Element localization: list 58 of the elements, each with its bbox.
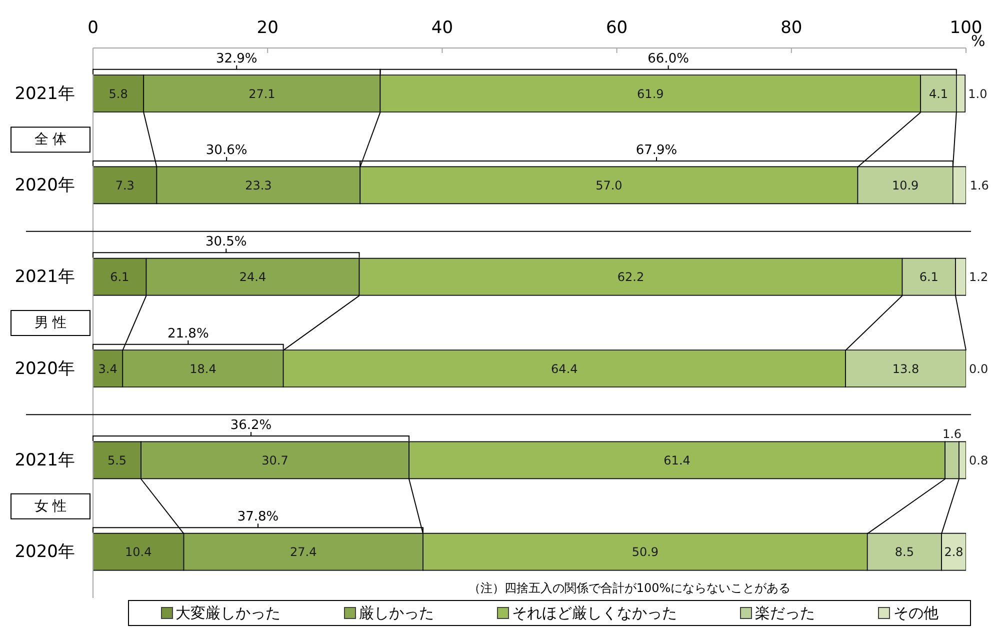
data-label: 8.5 bbox=[894, 545, 914, 560]
data-label: 2.8 bbox=[944, 545, 964, 560]
y-tick-label: 2020年 bbox=[14, 542, 75, 562]
text: 女 性 bbox=[34, 498, 67, 514]
data-label: 64.4 bbox=[551, 362, 578, 376]
x-tick-label: 20 bbox=[256, 18, 278, 38]
data-label: 27.1 bbox=[248, 86, 276, 101]
data-label: 1.6 bbox=[970, 178, 989, 192]
legend-label: 楽だった bbox=[754, 604, 816, 622]
annotation: 30.6% bbox=[206, 143, 248, 158]
data-label: 1.0 bbox=[968, 86, 988, 101]
y-tick-label: 2020年 bbox=[14, 176, 75, 196]
annotation: 36.2% bbox=[230, 418, 272, 433]
data-label: 0.0 bbox=[969, 362, 988, 376]
annotation: 32.9% bbox=[216, 51, 258, 66]
text: 全 体 bbox=[34, 132, 67, 148]
annotation: 30.5% bbox=[205, 234, 247, 250]
y-tick-label: 2021年 bbox=[14, 84, 75, 104]
x-tick-label: 80 bbox=[780, 18, 802, 38]
data-label: 6.1 bbox=[919, 270, 938, 284]
legend-label: 厳しかった bbox=[358, 604, 434, 622]
data-label: 7.3 bbox=[115, 178, 134, 192]
data-label: 10.4 bbox=[125, 545, 152, 560]
data-label: 1.2 bbox=[969, 270, 988, 284]
data-label: 4.1 bbox=[928, 86, 948, 101]
data-label: 10.9 bbox=[892, 178, 919, 192]
legend-label: それほど厳しくなかった bbox=[510, 604, 677, 622]
data-label: 5.8 bbox=[108, 86, 128, 101]
data-label: 0.8 bbox=[969, 454, 988, 468]
data-label: 6.1 bbox=[110, 270, 130, 284]
data-label: 1.6 bbox=[942, 427, 962, 441]
data-label: 62.2 bbox=[617, 270, 644, 284]
data-label: 50.9 bbox=[632, 545, 659, 560]
annotation: （注）四捨五入の関係で合計が100%にならないことがある bbox=[468, 581, 791, 595]
data-label: 13.8 bbox=[892, 362, 920, 376]
legend-label: その他 bbox=[892, 604, 938, 622]
annotation: 21.8% bbox=[168, 326, 209, 342]
data-label: 24.4 bbox=[239, 270, 266, 284]
annotation: 37.8% bbox=[237, 510, 279, 525]
annotation: 66.0% bbox=[648, 51, 689, 66]
x-tick-label: 0 bbox=[88, 18, 98, 38]
legend-label: 大変厳しかった bbox=[174, 604, 281, 622]
data-label: 57.0 bbox=[596, 178, 622, 192]
data-label: 30.7 bbox=[262, 454, 288, 468]
data-label: 3.4 bbox=[98, 362, 118, 376]
data-label: 61.4 bbox=[664, 454, 690, 468]
y-tick-label: 2020年 bbox=[14, 358, 75, 379]
data-label: 23.3 bbox=[245, 178, 272, 192]
data-label: 18.4 bbox=[190, 362, 216, 376]
data-label: 5.5 bbox=[107, 454, 127, 468]
data-label: 61.9 bbox=[637, 86, 664, 101]
data-label: 27.4 bbox=[290, 545, 317, 560]
text: 男 性 bbox=[34, 315, 67, 331]
y-tick-label: 2021年 bbox=[14, 450, 75, 470]
annotation: 67.9% bbox=[636, 143, 678, 158]
y-tick-label: 2021年 bbox=[14, 267, 75, 288]
x-tick-label: 60 bbox=[606, 18, 628, 38]
x-tick-label: 40 bbox=[431, 18, 454, 38]
